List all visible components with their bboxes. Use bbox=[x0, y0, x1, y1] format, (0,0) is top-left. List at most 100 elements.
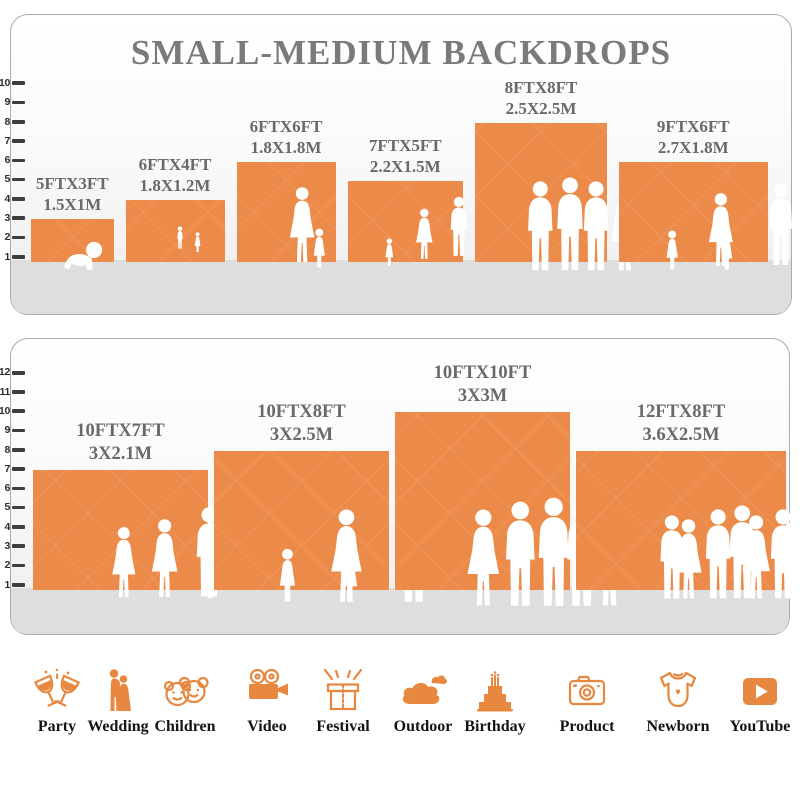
people-silhouettes bbox=[576, 502, 786, 602]
panel-medium-backdrops: 10FTX7FT 3X2.1M 10FTX8FT 3X2.5M 10FTX10FT 3X3… bbox=[10, 338, 790, 635]
wedding-icon bbox=[93, 666, 143, 716]
size-feet-text: 6FTX6FT bbox=[249, 116, 323, 136]
backdrop-bar-9ftx6ft bbox=[619, 161, 768, 262]
girl-silhouette bbox=[280, 549, 295, 602]
scale-tick-mark bbox=[11, 448, 25, 452]
scale-tick-mark bbox=[11, 505, 25, 510]
category-product: Product bbox=[542, 666, 632, 736]
scale-tick-label: 5 bbox=[4, 501, 10, 514]
scale-tick-mark bbox=[11, 370, 25, 375]
people-silhouettes bbox=[619, 180, 768, 274]
size-meters-text: 3.6X2.5M bbox=[642, 425, 720, 446]
people-silhouettes bbox=[395, 494, 570, 602]
panel-small-backdrops: SMALL-MEDIUM BACKDROPS 5FTX3FT 1.5X1M 6FTX… bbox=[10, 14, 792, 315]
size-feet-text: 12FTX8FT bbox=[636, 402, 726, 423]
scale-tick-mark bbox=[11, 428, 25, 433]
size-meters-text: 1.8X1.8M bbox=[250, 137, 322, 157]
category-label: Party bbox=[37, 718, 77, 735]
scale-tick-label: 8 bbox=[4, 443, 10, 456]
backdrop-size-label: 10FTX10FT 3X3M bbox=[373, 362, 593, 408]
woman-silhouette bbox=[289, 187, 314, 262]
backdrop-size-label: 6FTX6FT 1.8X1.8M bbox=[176, 116, 396, 158]
category-label: Video bbox=[247, 718, 287, 735]
category-birthday: Birthday bbox=[450, 666, 540, 736]
man-silhouette bbox=[770, 183, 792, 265]
floor-strip bbox=[11, 260, 791, 314]
size-feet-text: 9FTX6FT bbox=[656, 116, 730, 136]
category-video: Video bbox=[222, 666, 312, 736]
category-outdoor: Outdoor bbox=[378, 666, 468, 736]
backdrop-size-label: 6FTX4FT 1.8X1.2M bbox=[65, 154, 285, 196]
scale-tick-mark bbox=[11, 467, 25, 471]
category-wedding: Wedding bbox=[73, 666, 163, 736]
backdrop-size-label: 9FTX6FT 2.7X1.8M bbox=[583, 116, 800, 158]
backdrop-bar-6ftx4ft bbox=[125, 200, 225, 262]
woman-silhouette bbox=[112, 527, 135, 597]
backdrop-bar-10ftx10ft bbox=[395, 412, 570, 590]
youtube-icon bbox=[735, 666, 785, 716]
category-label: YouTube bbox=[729, 718, 791, 735]
category-label: Product bbox=[559, 718, 615, 735]
size-meters-text: 1.5X1M bbox=[43, 195, 102, 215]
backdrop-size-label: 12FTX8FT 3.6X2.5M bbox=[571, 401, 791, 447]
category-children: Children bbox=[140, 666, 230, 736]
scale-tick-mark bbox=[11, 486, 25, 491]
scale-tick-mark bbox=[11, 100, 25, 105]
size-meters-text: 2.2X1.5M bbox=[369, 156, 441, 176]
backdrop-size-label: 8FTX8FT 2.5X2.5M bbox=[431, 77, 651, 119]
man-silhouette bbox=[528, 181, 552, 270]
woman-silhouette bbox=[152, 519, 178, 597]
category-label: Outdoor bbox=[393, 718, 453, 735]
size-feet-text: 7FTX5FT bbox=[368, 135, 442, 155]
size-feet-text: 6FTX4FT bbox=[138, 155, 212, 175]
newborn-icon bbox=[653, 666, 703, 716]
floor-strip bbox=[11, 588, 789, 634]
scale-tick-mark bbox=[11, 583, 25, 587]
festival-icon bbox=[318, 666, 368, 716]
scale-tick-label: 6 bbox=[4, 482, 10, 495]
scale-tick-mark bbox=[11, 158, 25, 163]
scale-tick-mark bbox=[11, 235, 25, 240]
product-icon bbox=[562, 666, 612, 716]
man-silhouette bbox=[706, 509, 730, 598]
category-label: Wedding bbox=[87, 718, 149, 735]
size-meters-text: 3X3M bbox=[457, 386, 508, 407]
people-silhouettes bbox=[126, 224, 225, 274]
scale-tick-label: 10 bbox=[0, 404, 10, 417]
scale-tick-label: 1 bbox=[4, 578, 10, 591]
scale-tick-mark bbox=[11, 563, 25, 568]
scale-tick-label: 9 bbox=[4, 424, 10, 437]
size-feet-text: 10FTX7FT bbox=[76, 421, 165, 442]
scale-tick-label: 7 bbox=[4, 134, 10, 147]
baby-silhouette bbox=[63, 242, 102, 270]
birthday-icon bbox=[470, 666, 520, 716]
scale-tick-mark bbox=[11, 197, 25, 201]
people-silhouettes bbox=[31, 238, 114, 274]
size-feet-text: 8FTX8FT bbox=[504, 78, 578, 98]
backdrop-size-label: 10FTX8FT 3X2.5M bbox=[192, 401, 412, 447]
girl-silhouette bbox=[313, 229, 324, 268]
category-label: Birthday bbox=[464, 718, 526, 735]
scale-tick-label: 8 bbox=[4, 115, 10, 128]
man-silhouette bbox=[584, 181, 608, 270]
page-title: SMALL-MEDIUM BACKDROPS bbox=[130, 33, 672, 72]
scale-tick-label: 2 bbox=[4, 559, 10, 572]
man-silhouette bbox=[450, 197, 466, 256]
scale-tick-mark bbox=[11, 177, 25, 182]
girl-silhouette bbox=[194, 232, 200, 252]
backdrop-size-label: 5FTX3FT 1.5X1M bbox=[0, 173, 182, 215]
size-feet-text: 10FTX10FT bbox=[433, 363, 532, 384]
man-silhouette bbox=[539, 498, 569, 606]
scale-tick-label: 11 bbox=[0, 385, 10, 398]
size-meters-text: 3X2.1M bbox=[88, 444, 153, 465]
size-feet-text: 10FTX8FT bbox=[257, 402, 346, 423]
people-silhouettes bbox=[348, 194, 464, 274]
category-festival: Festival bbox=[298, 666, 388, 736]
size-meters-text: 3X2.5M bbox=[269, 425, 334, 446]
category-label: Newborn bbox=[646, 718, 710, 735]
backdrop-size-label: 10FTX7FT 3X2.1M bbox=[11, 420, 231, 466]
scale-tick-label: 5 bbox=[4, 173, 10, 186]
size-feet-text: 5FTX3FT bbox=[35, 174, 109, 194]
scale-tick-label: 9 bbox=[4, 96, 10, 109]
